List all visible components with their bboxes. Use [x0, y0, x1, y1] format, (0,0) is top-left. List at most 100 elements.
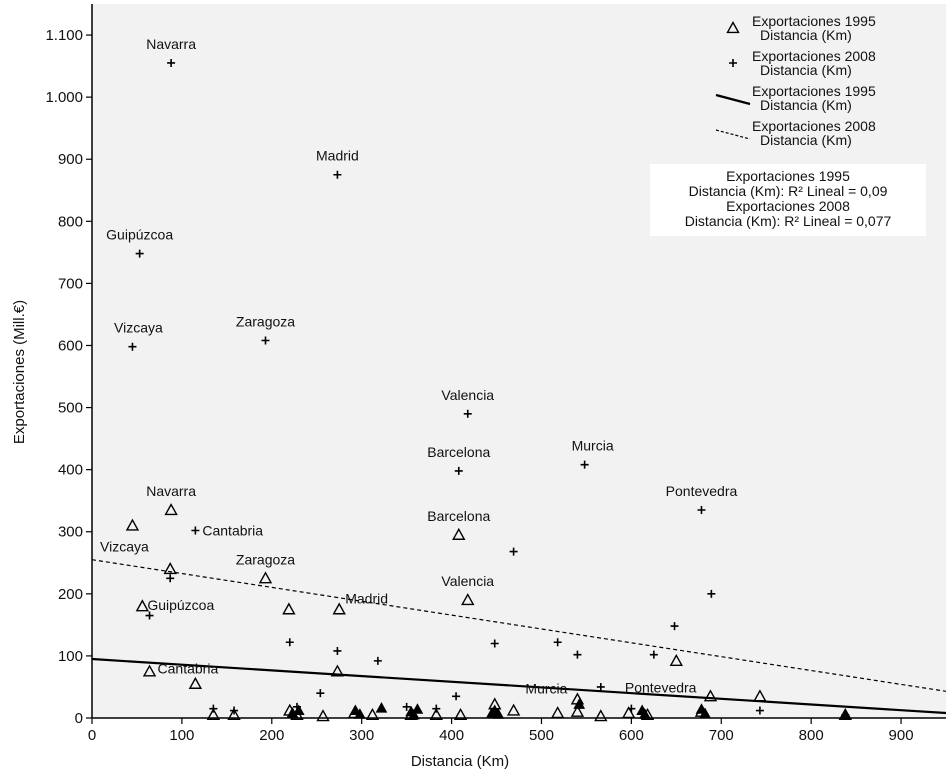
- point-2008: [373, 656, 382, 665]
- r-squared-line: Distancia (Km): R² Lineal = 0,077: [685, 213, 892, 229]
- x-tick-label: 400: [439, 727, 464, 744]
- y-tick-label: 800: [58, 213, 83, 230]
- point-overlap: [411, 703, 424, 714]
- y-tick-label: 200: [58, 586, 83, 603]
- point-1995: [570, 704, 585, 717]
- point-label: Valencia: [441, 387, 494, 403]
- point-label: Murcia: [572, 438, 614, 454]
- point-2008: [209, 704, 218, 713]
- x-tick-label: 500: [529, 727, 554, 744]
- point-2008: [509, 547, 518, 556]
- x-axis-ticks: 0 100 200 300 400 500 600 700 800 900: [88, 718, 914, 744]
- y-tick-label: 100: [58, 648, 83, 665]
- point-1995: [461, 593, 475, 606]
- point-1995: [506, 703, 521, 716]
- point-2008: [333, 170, 342, 179]
- point-1995: [703, 689, 718, 702]
- point-1995: [227, 707, 241, 720]
- point-1995: [429, 707, 443, 720]
- point-2008: [580, 460, 589, 469]
- point-1995: [330, 664, 345, 677]
- y-tick-label: 900: [58, 151, 83, 168]
- x-tick-label: 100: [169, 727, 194, 744]
- point-2008: [649, 650, 658, 659]
- point-1995: [282, 602, 296, 615]
- legend-label: Exportaciones 1995: [752, 13, 876, 29]
- x-tick-label: 900: [889, 727, 914, 744]
- point-2008: [697, 506, 706, 515]
- r-squared-line: Exportaciones 2008: [726, 198, 850, 214]
- y-axis-ticks: 0 100 200 300 400 500 600 700 800 900 1.000 1.100: [45, 27, 92, 727]
- point-overlap: [573, 698, 586, 709]
- legend-plus-marker: [729, 59, 737, 67]
- point-1995: [163, 562, 177, 575]
- point-labels: Navarra Vizcaya Zaragoza Guipúzcoa Madrid Bar…: [100, 36, 737, 696]
- point-1995: [258, 571, 273, 584]
- x-tick-label: 200: [259, 727, 284, 744]
- point-2008: [755, 706, 764, 715]
- point-2008: [596, 682, 605, 691]
- point-1995: [332, 602, 346, 615]
- r-squared-line: Distancia (Km): R² Lineal = 0,09: [689, 183, 888, 199]
- point-label: Vizcaya: [100, 539, 149, 555]
- point-2008: [333, 646, 342, 655]
- point-1995: [753, 689, 767, 702]
- point-1995: [125, 518, 140, 531]
- point-2008: [230, 706, 239, 715]
- y-tick-label: 500: [58, 400, 83, 417]
- point-label: Barcelona: [427, 508, 490, 524]
- point-2008: [490, 639, 499, 648]
- point-2008: [145, 611, 154, 620]
- regression-lines: [91, 559, 947, 715]
- point-2008: [573, 650, 582, 659]
- point-label: Vizcaya: [114, 320, 163, 336]
- x-tick-label: 300: [349, 727, 374, 744]
- point-label: Navarra: [146, 36, 196, 52]
- y-tick-label: 0: [75, 710, 83, 727]
- y-tick-label: 700: [58, 275, 83, 292]
- point-1995: [188, 676, 203, 689]
- point-1995: [365, 707, 380, 720]
- point-label: Guipúzcoa: [106, 227, 173, 243]
- point-2008: [316, 689, 325, 698]
- x-axis-title: Distancia (Km): [411, 753, 509, 770]
- legend-sublabel: Distancia (Km): [760, 97, 852, 113]
- legend-solid-line: [715, 93, 751, 106]
- x-tick-label: 700: [709, 727, 734, 744]
- legend-sublabel: Distancia (Km): [760, 62, 852, 78]
- point-2008: [128, 342, 137, 351]
- point-label: Madrid: [345, 590, 388, 606]
- point-overlap: [375, 702, 388, 713]
- point-1995: [669, 653, 684, 666]
- point-2008: [553, 638, 562, 647]
- y-tick-label: 600: [58, 337, 83, 354]
- point-2008: [432, 704, 441, 713]
- point-label: Zaragoza: [236, 314, 295, 330]
- plot-area: [92, 4, 946, 718]
- x-tick-label: 600: [619, 727, 644, 744]
- point-2008: [167, 58, 176, 67]
- point-2008: [261, 336, 270, 345]
- r-squared-line: Exportaciones 1995: [726, 168, 850, 184]
- point-1995: [453, 707, 468, 720]
- y-tick-label: 1.000: [45, 89, 83, 106]
- point-label: Madrid: [316, 148, 359, 164]
- y-tick-label: 400: [58, 462, 83, 479]
- fit-line-1995: [91, 657, 947, 715]
- point-2008: [402, 702, 411, 711]
- point-1995: [142, 664, 157, 677]
- legend-label: Exportaciones 2008: [752, 48, 876, 64]
- point-1995: [206, 707, 221, 720]
- point-label: Cantabria: [202, 522, 263, 538]
- point-2008: [707, 589, 716, 598]
- legend-dashed-line: [715, 129, 751, 140]
- point-label: Pontevedra: [666, 483, 738, 499]
- point-label: Zaragoza: [236, 551, 295, 567]
- point-label: Guipúzcoa: [147, 597, 214, 613]
- y-tick-label: 1.100: [45, 27, 83, 44]
- y-tick-label: 300: [58, 524, 83, 541]
- point-2008: [135, 249, 144, 258]
- point-label: Murcia: [525, 680, 567, 696]
